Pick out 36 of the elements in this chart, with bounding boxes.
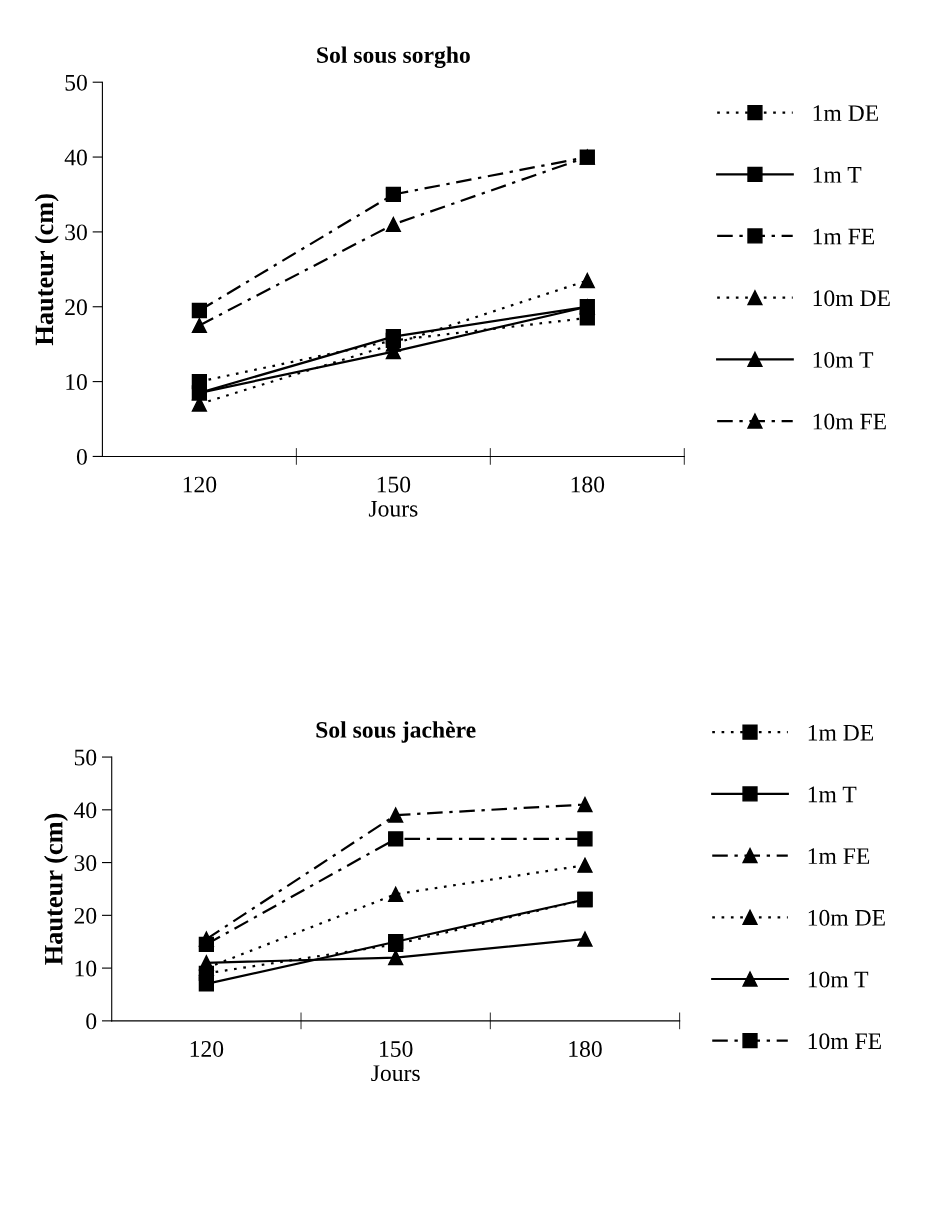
x-axis-title: Jours [368,501,418,517]
y-tick-label: 20 [74,907,97,924]
legend-label: 10m DE [808,909,885,926]
x-axis-title: Jours [371,1065,420,1082]
y-axis-title: Hauteur (cm) [34,194,59,346]
y-tick-label: 0 [76,448,87,465]
y-tick-label: 30 [74,855,97,872]
x-tick-label: 150 [377,476,411,493]
y-tick-label: 0 [86,1013,97,1030]
legend-label: 1m T [808,786,857,803]
x-tick-label: 120 [190,1040,224,1057]
y-tick-label: 30 [65,224,87,241]
legend-label: 10m FE [813,413,886,430]
x-tick-label: 180 [571,476,605,493]
legend-label: 1m DE [813,105,878,121]
legend-label: 10m DE [813,290,890,307]
y-tick-label: 10 [75,960,97,977]
x-tick-label: 120 [183,476,217,493]
legend-label: 10m T [813,351,874,368]
legend-label: 10m FE [808,1033,881,1050]
y-tick-label: 40 [64,149,87,166]
chart-title: Sol sous sorgho [317,46,470,68]
legend-label: 1m DE [808,724,874,741]
y-tick-label: 50 [65,74,87,91]
y-tick-label: 40 [73,802,97,819]
legend-label: 10m T [808,971,869,988]
y-tick-label: 50 [74,749,97,766]
x-tick-label: 150 [380,1040,413,1057]
x-tick-label: 180 [569,1040,602,1057]
legend-label: 1m FE [813,228,875,245]
legend-label: 1m T [813,166,862,183]
y-tick-label: 10 [66,374,87,391]
chart-title: Sol sous jachère [316,721,476,743]
legend-label: 1m FE [808,848,870,864]
y-tick-label: 20 [65,299,87,316]
y-axis-title: Hauteur (cm) [44,813,68,965]
